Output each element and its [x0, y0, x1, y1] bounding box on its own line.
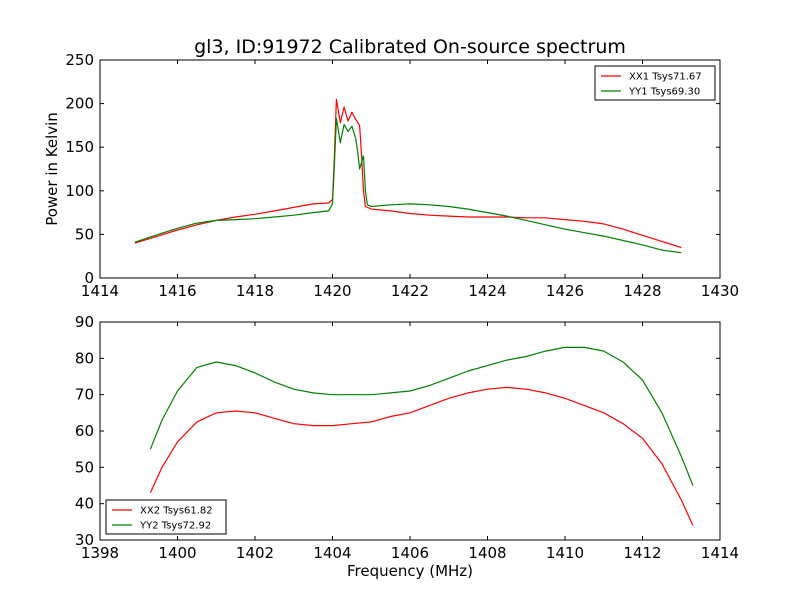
x-tick-label: 1428: [623, 282, 661, 300]
y-tick-label: 250: [65, 51, 94, 69]
y-tick-label: 100: [65, 182, 94, 200]
legend-1: XX1 Tsys71.67 YY1 Tsys69.30: [594, 65, 716, 101]
x-tick-label: 1400: [158, 544, 196, 562]
x-tick-label: 1408: [468, 544, 506, 562]
legend-box: [105, 499, 227, 535]
y-axis-label: Power in Kelvin: [43, 112, 61, 226]
x-tick-label: 1420: [313, 282, 351, 300]
x-tick-label: 1426: [546, 282, 584, 300]
x-tick-label: 1414: [81, 282, 119, 300]
x-tick-label: 1410: [546, 544, 584, 562]
legend-label: XX2 Tsys61.82: [140, 506, 213, 517]
y-tick-label: 70: [75, 386, 94, 404]
x-tick-label: 1412: [623, 544, 661, 562]
legend-label: XX1 Tsys71.67: [629, 72, 702, 83]
series-line-1-1: [134, 98, 682, 249]
x-axis-label: Frequency (MHz): [347, 562, 473, 580]
x-tick-label: 1416: [158, 282, 196, 300]
y-tick-label: 50: [75, 225, 94, 243]
x-tick-label: 1414: [701, 544, 739, 562]
series-line-2-2: [149, 346, 694, 486]
y-tick-label: 50: [75, 458, 94, 476]
x-tick-label: 1404: [313, 544, 351, 562]
x-tick-label: 1402: [236, 544, 274, 562]
y-tick-label: 60: [75, 422, 94, 440]
legend-label: YY1 Tsys69.30: [628, 87, 700, 98]
x-tick-label: 1406: [391, 544, 429, 562]
legend-label: YY2 Tsys72.92: [139, 521, 211, 532]
legend-2: XX2 Tsys61.82 YY2 Tsys72.92: [105, 499, 227, 535]
x-tick-label: 1430: [701, 282, 739, 300]
y-tick-label: 0: [84, 269, 94, 287]
y-tick-label: 30: [75, 531, 94, 549]
y-tick-label: 80: [75, 349, 94, 367]
x-tick-label: 1424: [468, 282, 506, 300]
x-tick-label: 1422: [391, 282, 429, 300]
series-line-1-2: [134, 117, 682, 254]
x-tick-label: 1398: [81, 544, 119, 562]
y-tick-label: 150: [65, 138, 94, 156]
x-tick-label: 1418: [236, 282, 274, 300]
subplot-1: 1414 1416 1418 1420 1422 1424 1426 1428 1430 0 50 1…: [65, 51, 739, 300]
chart-title: gl3, ID:91972 Calibrated On-source spect…: [194, 36, 626, 58]
legend-box: [594, 65, 716, 101]
y-tick-label: 90: [75, 313, 94, 331]
series-line-2-1: [149, 386, 694, 526]
y-tick-label: 200: [65, 95, 94, 113]
y-tick-label: 40: [75, 495, 94, 513]
subplot-2: 1398 1400 1402 1404 1406 1408 1410 1412 1414 30 40…: [75, 313, 739, 562]
